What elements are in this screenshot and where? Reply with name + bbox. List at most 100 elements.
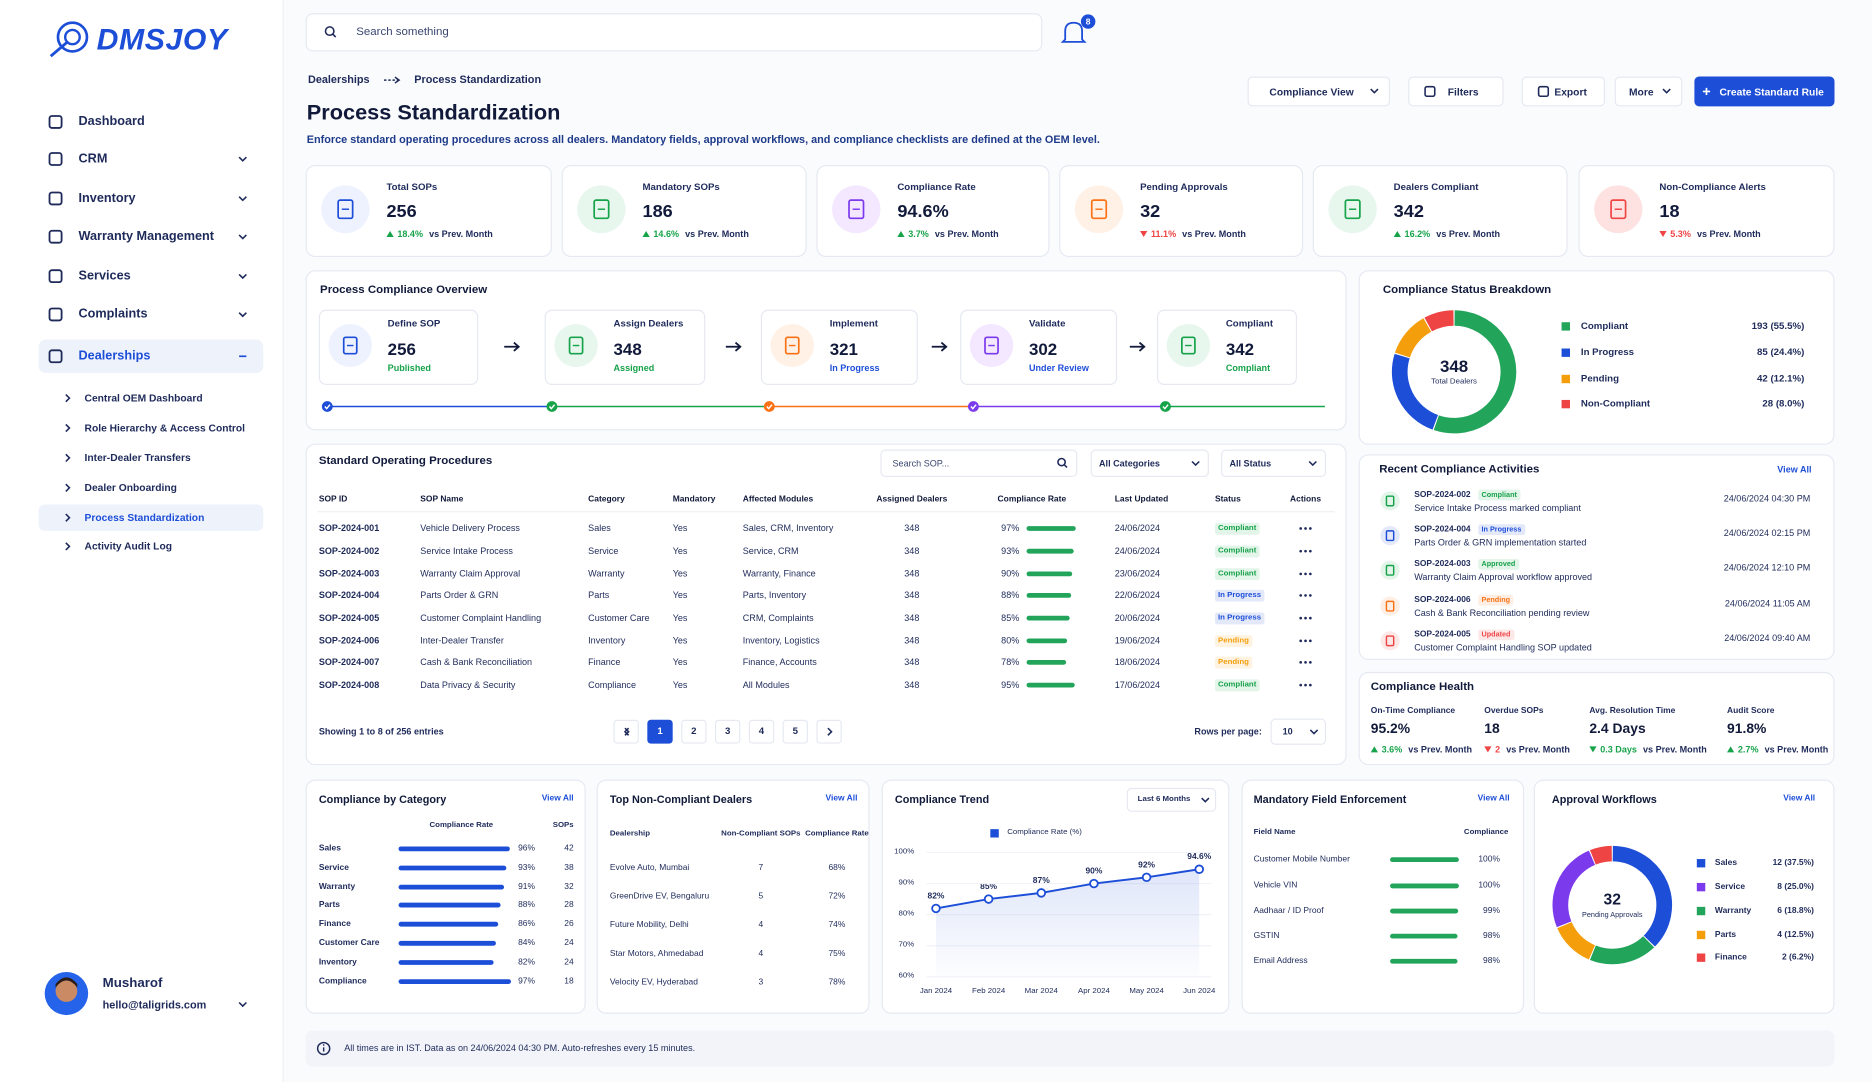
field-name: Vehicle VIN xyxy=(1253,881,1298,891)
step-value: 342 xyxy=(1225,339,1255,359)
dealer-name: Velocity EV, Hyderabad xyxy=(609,978,698,987)
page-button[interactable] xyxy=(782,719,808,744)
header-button[interactable] xyxy=(1694,76,1835,107)
table-cell: Service, CRM xyxy=(742,545,799,557)
page-button-active[interactable] xyxy=(647,719,673,744)
kpi-label: Total SOPs xyxy=(386,181,438,193)
activity-head: SOP-2024-002 Compliant xyxy=(1414,489,1521,501)
category-name: Compliance xyxy=(318,977,367,986)
filter-select[interactable] xyxy=(1090,449,1209,478)
rate-label: 90% xyxy=(1001,568,1020,579)
search-box[interactable] xyxy=(305,13,1043,52)
page-button[interactable] xyxy=(748,719,775,744)
dealer-rate: 75% xyxy=(828,949,846,959)
column-header: Dealership xyxy=(609,829,651,838)
card-title: Top Non-Compliant Dealers xyxy=(609,793,753,806)
legend-name: Parts xyxy=(1714,930,1737,940)
field-name: GSTIN xyxy=(1253,931,1280,941)
y-tick-label: 100% xyxy=(894,847,915,856)
health-label: Avg. Resolution Time xyxy=(1589,707,1676,716)
table-cell: Inventory xyxy=(588,635,626,646)
category-sops: 24 xyxy=(564,939,574,948)
table-cell: Warranty Claim Approval xyxy=(420,568,521,579)
activity-id: SOP-2024-002 xyxy=(1414,490,1471,500)
sop-card xyxy=(305,443,1347,766)
header-button[interactable] xyxy=(1408,76,1504,107)
change-value: 0.3 Days xyxy=(1600,743,1637,755)
table-cell: SOP-2024-003 xyxy=(318,568,380,579)
column-header: SOP ID xyxy=(318,495,348,504)
button-label: Compliance View xyxy=(1269,85,1354,98)
sub-nav-item: Inter-Dealer Transfers xyxy=(84,451,191,464)
page-button[interactable] xyxy=(681,719,707,744)
trend-icon xyxy=(1140,231,1148,238)
table-cell: 348 xyxy=(904,635,920,646)
dealer-count: 5 xyxy=(758,892,764,901)
header-button[interactable] xyxy=(1614,76,1683,107)
button-label: Create Standard Rule xyxy=(1719,85,1824,98)
trend-icon xyxy=(897,231,905,238)
activity-time: 24/06/2024 09:40 AM xyxy=(1724,632,1811,644)
view-all-link: View All xyxy=(825,794,858,803)
table-cell: SOP-2024-004 xyxy=(318,589,380,601)
trend-icon xyxy=(1589,746,1597,753)
nav-item: Services xyxy=(78,268,131,284)
card-title: Compliance Trend xyxy=(894,793,990,806)
sop-search-placeholder: Search SOP... xyxy=(892,457,950,469)
header-button[interactable] xyxy=(1521,76,1606,107)
rows-per-page-select[interactable] xyxy=(1270,718,1327,745)
step-label: Define SOP xyxy=(387,318,441,329)
step-value: 321 xyxy=(829,339,858,359)
table-cell: 348 xyxy=(904,612,920,624)
legend-value: 2 (6.2%) xyxy=(1781,953,1814,962)
column-header: Status xyxy=(1214,495,1241,504)
header-button[interactable] xyxy=(1247,76,1391,107)
table-cell: Finance, Accounts xyxy=(742,656,817,668)
button-label: Filters xyxy=(1447,85,1479,98)
sub-nav-item: Activity Audit Log xyxy=(84,540,172,553)
page-button[interactable] xyxy=(816,719,842,744)
status-badge: Pending xyxy=(1214,656,1252,669)
activity-head: SOP-2024-004 In Progress xyxy=(1414,524,1525,536)
step-label: Implement xyxy=(829,318,879,329)
field-value: 98% xyxy=(1483,957,1500,966)
step-value: 348 xyxy=(613,339,642,359)
table-cell: 24/06/2024 xyxy=(1114,522,1161,534)
filter-label: All Categories xyxy=(1099,457,1160,469)
legend-value: 12 (37.5%) xyxy=(1772,859,1814,868)
x-tick-label: Feb 2024 xyxy=(972,987,1006,996)
change-row: 2 vs Prev. Month xyxy=(1484,745,1570,754)
kpi-value: 342 xyxy=(1393,201,1424,222)
change-value: 3.6% xyxy=(1381,743,1403,755)
sop-search[interactable] xyxy=(880,449,1078,478)
nav-item: Dealerships xyxy=(78,348,151,364)
activity-head: SOP-2024-005 Updated xyxy=(1414,629,1515,641)
activity-head: SOP-2024-003 Approved xyxy=(1414,558,1519,570)
table-cell: Customer Care xyxy=(588,612,650,624)
activity-time: 24/06/2024 04:30 PM xyxy=(1723,492,1811,504)
rate-label: 85% xyxy=(1001,612,1020,624)
legend-name: Pending xyxy=(1580,373,1619,384)
filter-select[interactable] xyxy=(1220,449,1327,478)
category-name: Inventory xyxy=(318,958,357,967)
legend-name: Non-Compliant xyxy=(1580,398,1651,409)
kpi-value: 256 xyxy=(386,201,417,222)
kpi-card xyxy=(1059,164,1304,258)
x-tick-label: Jun 2024 xyxy=(1183,987,1216,996)
trend-filter[interactable] xyxy=(1126,787,1217,812)
dealer-rate: 72% xyxy=(828,892,846,901)
page-button[interactable] xyxy=(613,719,639,744)
step-label: Validate xyxy=(1028,318,1066,329)
legend-value: 6 (18.8%) xyxy=(1777,906,1814,916)
legend-name: Service xyxy=(1714,882,1746,892)
table-cell: Sales, CRM, Inventory xyxy=(742,522,834,534)
dealer-rate: 68% xyxy=(828,863,846,873)
page-button[interactable] xyxy=(714,719,741,744)
change-row: 0.3 Days vs Prev. Month xyxy=(1589,743,1707,755)
donut-center-label: Total Dealers xyxy=(1431,377,1477,386)
card-title: Mandatory Field Enforcement xyxy=(1253,793,1407,806)
category-rate: 97% xyxy=(518,977,536,986)
category-rate: 96% xyxy=(518,844,536,854)
table-cell: 348 xyxy=(904,545,920,557)
